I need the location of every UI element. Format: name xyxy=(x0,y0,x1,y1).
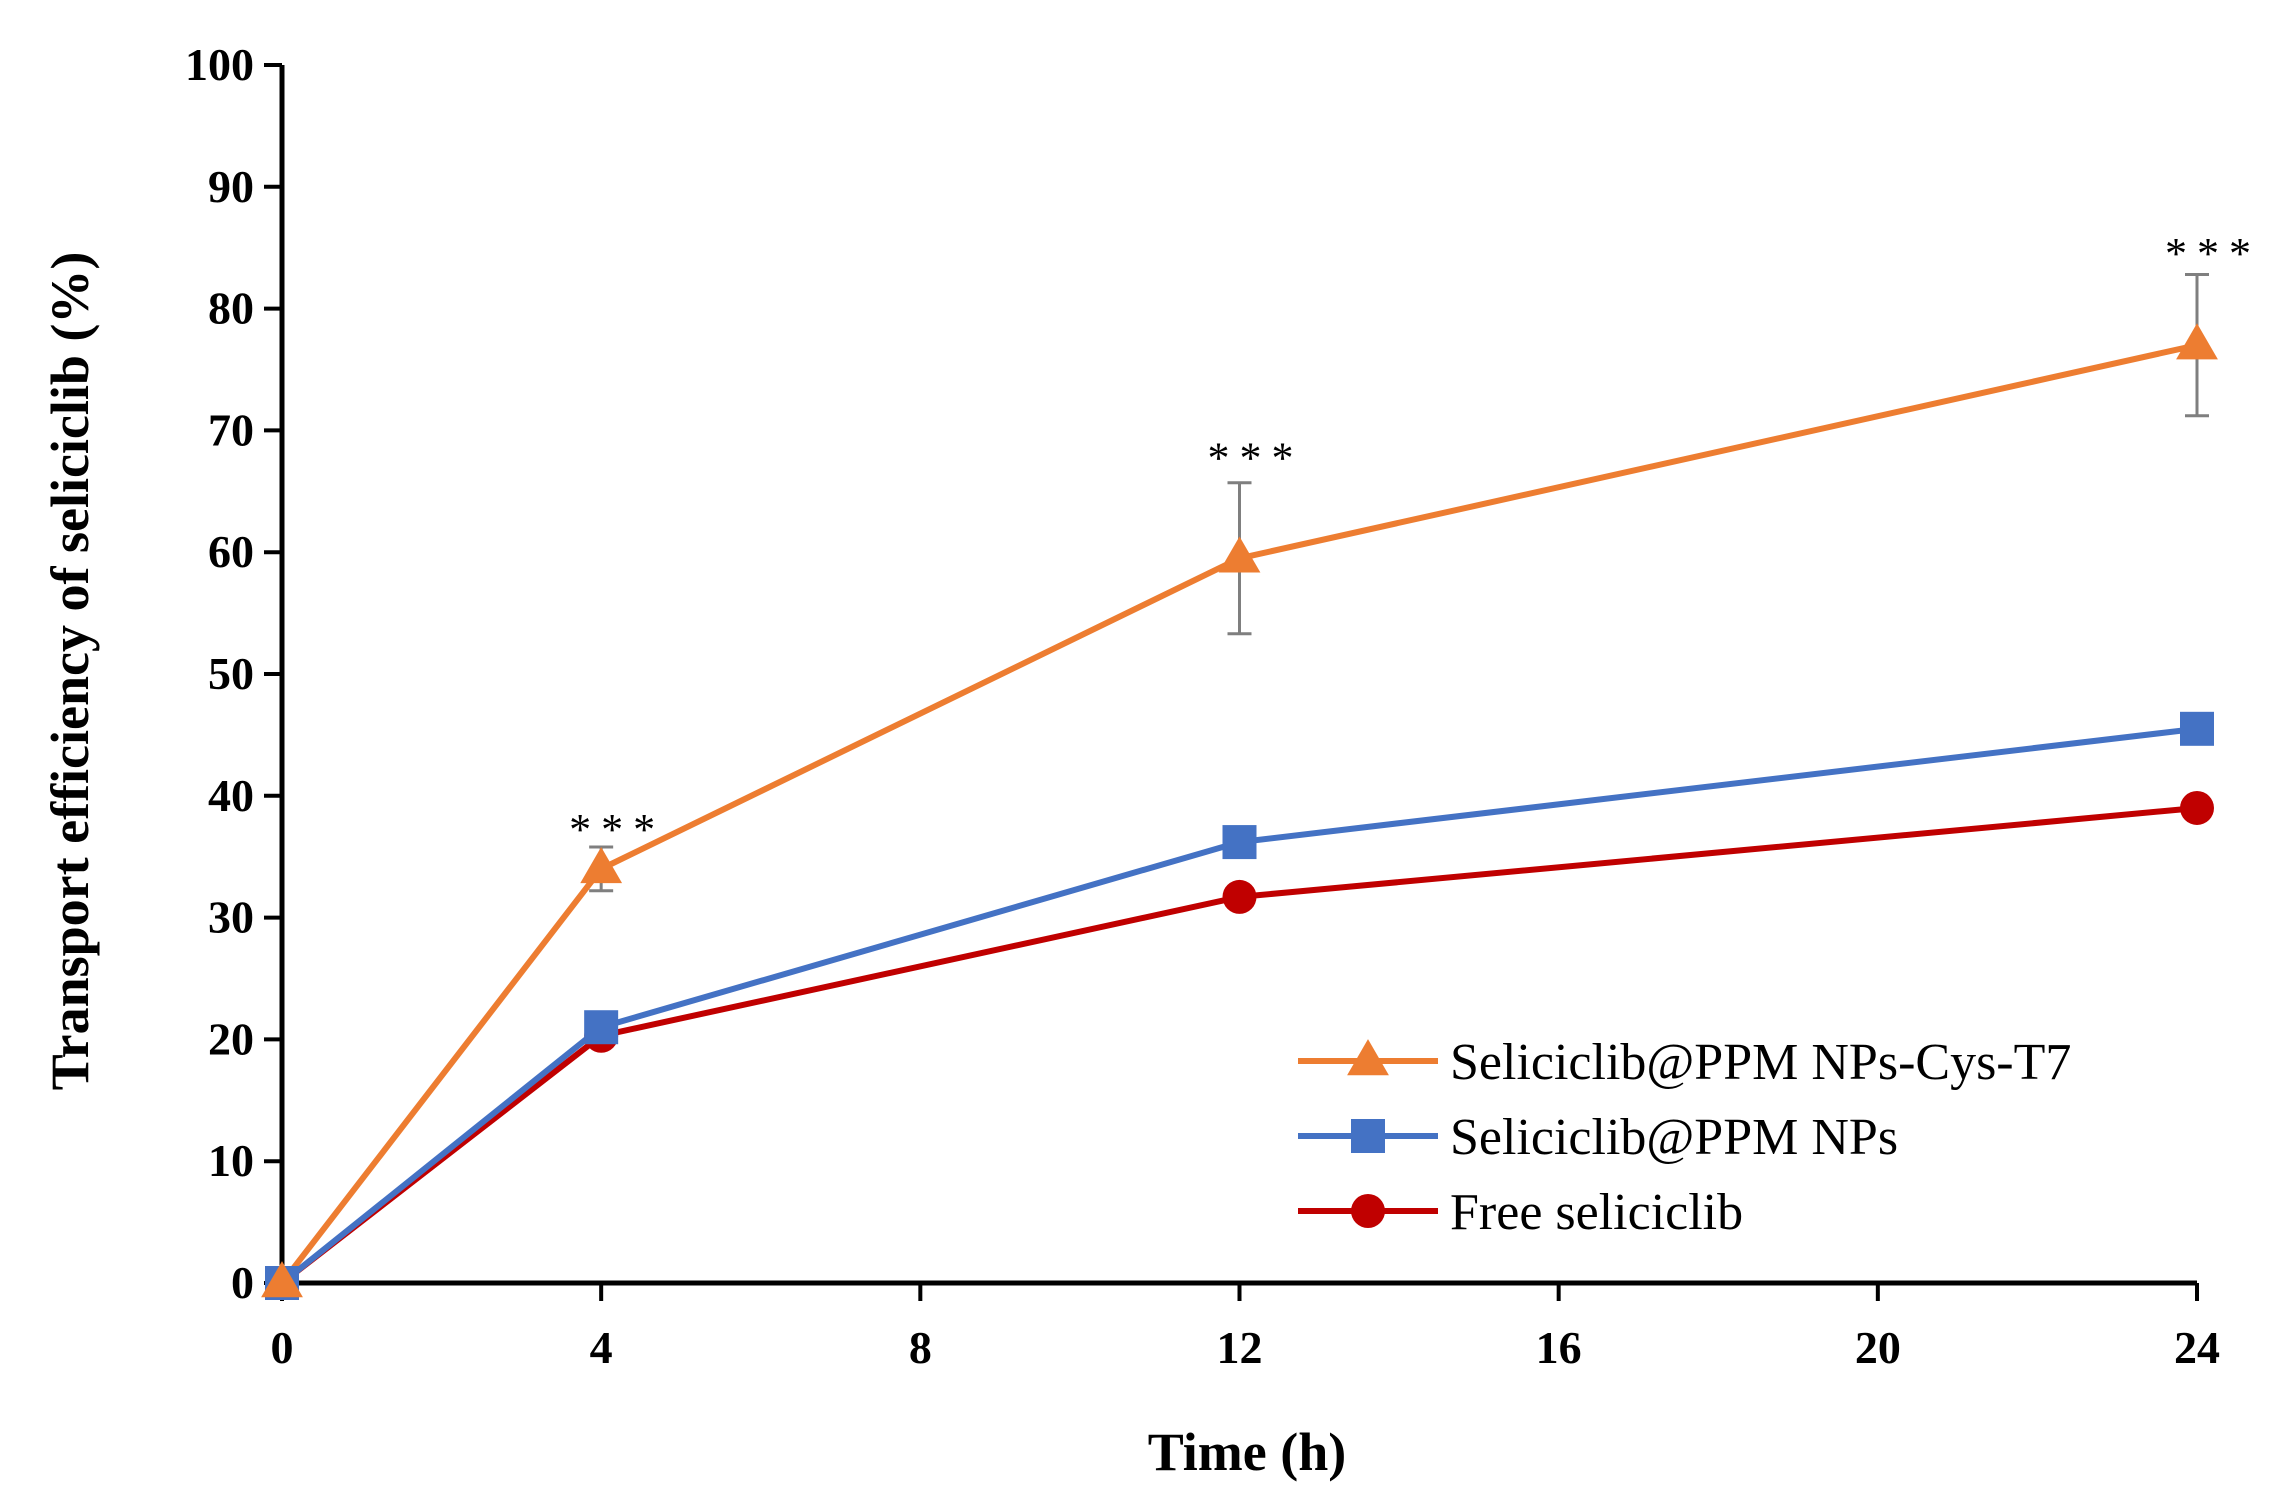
data-point-2 xyxy=(1222,879,1257,914)
x-tick-label: 12 xyxy=(1217,1322,1263,1373)
y-tick-label: 40 xyxy=(208,770,254,821)
significance-label: *** xyxy=(1208,434,1304,483)
legend-label-2: Free seliciclib xyxy=(1450,1184,1743,1241)
y-tick-label: 0 xyxy=(231,1257,254,1308)
series-line-2 xyxy=(280,804,2198,1286)
series-lines xyxy=(279,342,2198,1286)
data-point-0 xyxy=(261,1261,303,1298)
x-axis-title: Time (h) xyxy=(1148,1422,1347,1482)
y-tick-label: 20 xyxy=(208,1013,254,1064)
significance-annotations: *** *** *** xyxy=(569,229,2261,854)
y-tick-label: 80 xyxy=(208,283,254,334)
series-line-1 xyxy=(280,725,2198,1286)
data-point-1 xyxy=(1222,825,1257,860)
y-tick-label: 10 xyxy=(208,1135,254,1186)
legend-label-1: Seliciclib@PPM NPs xyxy=(1450,1109,1898,1166)
x-tick-label: 24 xyxy=(2174,1322,2220,1373)
y-axis-title: Transport efficiency of seliciclib (%) xyxy=(40,252,100,1091)
y-tick-label: 50 xyxy=(208,648,254,699)
data-point-0 xyxy=(1218,536,1261,573)
axes: 0 10 20 30 40 50 60 70 80 90 100 0 4 8 12 16 20 24 xyxy=(185,39,2220,1373)
y-tick-label: 90 xyxy=(208,161,254,212)
x-tick-label: 4 xyxy=(590,1322,613,1373)
data-point-2 xyxy=(2180,790,2214,825)
data-point-0 xyxy=(580,847,623,884)
y-tick-label: 60 xyxy=(208,526,254,577)
y-tick-label: 30 xyxy=(208,892,254,943)
x-tick-label: 0 xyxy=(271,1322,294,1373)
data-point-0 xyxy=(2176,323,2218,360)
legend-marker-2 xyxy=(1351,1194,1385,1228)
significance-label: *** xyxy=(2165,229,2261,278)
legend-label-0: Seliciclib@PPM NPs-Cys-T7 xyxy=(1450,1034,2071,1091)
series-line-0 xyxy=(279,342,2198,1285)
x-tick-label: 8 xyxy=(909,1322,932,1373)
x-tick-label: 16 xyxy=(1536,1322,1582,1373)
legend: Seliciclib@PPM NPs-Cys-T7 Seliciclib@PPM … xyxy=(1298,1034,2071,1241)
legend-marker-1 xyxy=(1351,1119,1385,1153)
series-markers xyxy=(261,323,2218,1300)
legend-marker-0 xyxy=(1347,1039,1389,1076)
x-tick-label: 20 xyxy=(1855,1322,1901,1373)
error-bars xyxy=(589,272,2209,893)
data-point-1 xyxy=(584,1010,619,1045)
data-point-1 xyxy=(2180,711,2214,746)
y-tick-label: 70 xyxy=(208,404,254,455)
significance-label: *** xyxy=(569,805,665,854)
y-tick-label: 100 xyxy=(185,39,254,90)
